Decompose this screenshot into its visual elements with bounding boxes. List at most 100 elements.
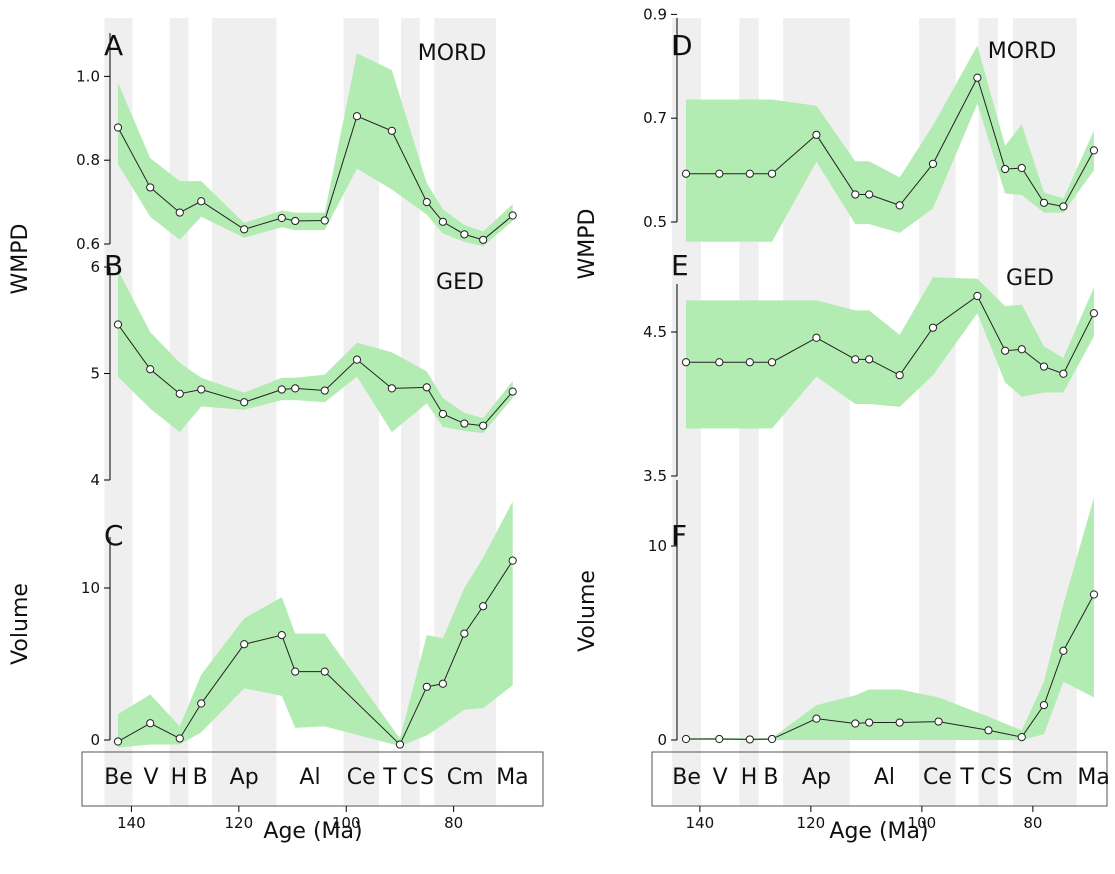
panel-c-letter: C bbox=[104, 519, 124, 552]
x-axis-left: 140 120 100 80 bbox=[117, 806, 463, 832]
stage-strip-frame bbox=[81, 751, 544, 807]
x-tick-label: 100 bbox=[332, 814, 361, 832]
panel-b-point bbox=[422, 383, 431, 392]
stage-label-v: V bbox=[143, 765, 158, 790]
panel-d-point bbox=[895, 201, 904, 210]
panel-c-confidence-band bbox=[118, 501, 513, 748]
stage-label-s: S bbox=[998, 765, 1012, 790]
panel-f-point bbox=[1059, 646, 1068, 655]
stage-strip-left: Be V H B Ap Al Ce T C S Cm Ma bbox=[81, 751, 544, 807]
panel-f-point bbox=[984, 726, 993, 735]
panel-a-point bbox=[240, 225, 249, 234]
panel-d-point bbox=[973, 73, 982, 82]
panel-e-point bbox=[681, 358, 691, 367]
panel-b-annotation: GED bbox=[436, 270, 484, 295]
panel-d-point bbox=[715, 169, 724, 178]
panel-e-point bbox=[895, 371, 904, 380]
panel-e-annotation: GED bbox=[1006, 266, 1054, 291]
panel-a-point bbox=[479, 235, 488, 244]
panel-a-point bbox=[277, 213, 286, 223]
panel-c-point bbox=[113, 737, 123, 746]
panel-a-point bbox=[197, 197, 206, 206]
panel-e-point bbox=[1089, 309, 1099, 318]
panel-d-point bbox=[681, 169, 691, 178]
panel-f-point bbox=[1017, 732, 1026, 742]
stage-label-ap: Ap bbox=[802, 765, 831, 790]
panel-d-point bbox=[851, 190, 860, 199]
stage-label-al: Al bbox=[874, 765, 895, 790]
stage-label-b: B bbox=[193, 765, 208, 790]
stage-label-cm: Cm bbox=[447, 765, 484, 790]
x-tick-label: 120 bbox=[225, 814, 254, 832]
panel-b-y-tick-label: 4 bbox=[90, 471, 100, 489]
panel-b-point bbox=[438, 409, 447, 419]
stage-label-h: H bbox=[171, 765, 188, 790]
stage-label-h: H bbox=[741, 765, 758, 790]
panel-a-point bbox=[460, 230, 469, 239]
panel-d-point bbox=[1017, 163, 1026, 173]
panel-c-point bbox=[395, 740, 405, 749]
panel-b-y-tick-label: 5 bbox=[90, 365, 100, 383]
panel-a-confidence-band bbox=[118, 53, 513, 247]
panel-b-point bbox=[197, 385, 206, 394]
panel-c-point bbox=[291, 667, 300, 676]
panel-f-point bbox=[1089, 590, 1099, 599]
stage-label-al: Al bbox=[299, 765, 320, 790]
panel-c-point bbox=[175, 734, 184, 743]
panel-b-point bbox=[291, 384, 300, 393]
panel-c-point bbox=[320, 667, 329, 676]
panel-a-y-tick-label: 0.6 bbox=[76, 235, 100, 253]
panel-b-point bbox=[240, 398, 249, 407]
panel-a-point bbox=[291, 216, 300, 226]
stage-label-c: C bbox=[403, 765, 418, 790]
panel-d-point bbox=[767, 169, 777, 178]
stage-label-t: T bbox=[382, 765, 397, 790]
panel-b-point bbox=[387, 384, 396, 393]
panel-d-y-tick-label: 0.9 bbox=[643, 5, 667, 23]
panel-f-y-tick-label: 0 bbox=[657, 731, 667, 749]
panel-f-point bbox=[681, 734, 691, 744]
y-axis-label-wmpd-right: WMPD bbox=[575, 209, 600, 280]
x-tick-label: 80 bbox=[444, 814, 463, 832]
panel-c-y-tick-label: 10 bbox=[81, 579, 100, 597]
panel-a-point bbox=[113, 123, 123, 132]
panel-f-volume: 0 10 F bbox=[648, 480, 1099, 749]
x-tick-label: 100 bbox=[908, 814, 937, 832]
panel-c-point bbox=[460, 629, 469, 638]
panel-b-letter: B bbox=[104, 249, 123, 282]
stage-label-ap: Ap bbox=[230, 765, 259, 790]
stage-label-c: C bbox=[981, 765, 996, 790]
panel-d-point bbox=[928, 159, 938, 168]
panel-c-point bbox=[277, 631, 286, 640]
panel-b-point bbox=[352, 355, 362, 364]
panel-f-point bbox=[715, 734, 724, 744]
panel-a-point bbox=[320, 216, 329, 225]
panel-c-point bbox=[146, 719, 155, 728]
panel-d-confidence-band bbox=[686, 45, 1094, 242]
panel-b-point bbox=[146, 365, 155, 374]
panel-f-point bbox=[865, 718, 874, 727]
y-axis-label-volume-left: Volume bbox=[8, 583, 33, 665]
panel-f-point bbox=[745, 735, 754, 744]
panel-a-point bbox=[508, 211, 517, 220]
panel-f-y-tick-label: 10 bbox=[648, 537, 667, 555]
panel-e-point bbox=[812, 333, 821, 342]
panel-c-point bbox=[240, 640, 249, 649]
stage-label-cm: Cm bbox=[1026, 765, 1063, 790]
panel-e-ged: 3.5 4.5 E GED bbox=[643, 249, 1099, 485]
panel-d-point bbox=[1039, 198, 1049, 207]
panel-b-ged: 4 5 6 B GED bbox=[90, 249, 517, 489]
panel-a-point bbox=[387, 126, 396, 135]
panel-e-point bbox=[715, 358, 724, 367]
stage-shade-c bbox=[978, 18, 998, 806]
panel-e-point bbox=[928, 323, 938, 332]
x-axis-label-left: Age (Ma) bbox=[263, 819, 362, 844]
panel-a-point bbox=[175, 208, 184, 217]
stage-label-ce: Ce bbox=[347, 765, 376, 790]
panel-a-annotation: MORD bbox=[418, 41, 487, 66]
panel-c-y-tick-label: 0 bbox=[90, 731, 100, 749]
x-axis-label-right: Age (Ma) bbox=[829, 819, 928, 844]
panel-a-point bbox=[438, 217, 447, 226]
panel-c-point bbox=[438, 679, 447, 688]
